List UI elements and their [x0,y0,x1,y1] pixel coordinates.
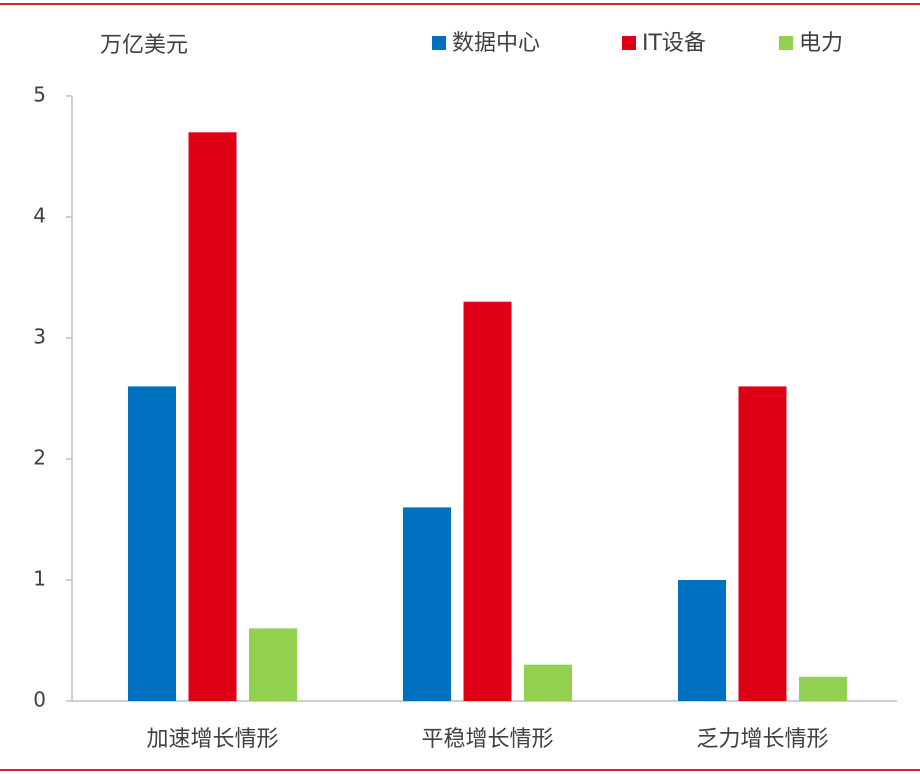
bar [738,386,787,701]
y-tick-label: 4 [33,204,46,228]
x-tick-label: 加速增长情形 [146,727,278,752]
x-tick-label: 平稳增长情形 [421,727,553,752]
bar [799,676,847,701]
y-tick-label: 3 [33,325,46,349]
y-axis-label: 万亿美元 [100,33,188,58]
bar [249,628,297,701]
bar [463,301,512,701]
legend-swatch [622,36,636,50]
bar [678,580,726,701]
legend-label: IT设备 [642,31,706,56]
legend-label: 电力 [799,31,843,56]
legend-label: 数据中心 [452,31,540,56]
bar [524,664,572,701]
y-tick-label: 5 [33,83,46,107]
legend-swatch [432,36,446,50]
bar [128,386,176,701]
x-tick-label: 乏力增长情形 [696,727,828,752]
y-tick-label: 0 [33,688,46,712]
bar [188,132,237,702]
y-tick-label: 1 [33,567,46,591]
y-tick-label: 2 [33,446,46,470]
legend-swatch [779,36,793,50]
bar [403,507,451,701]
